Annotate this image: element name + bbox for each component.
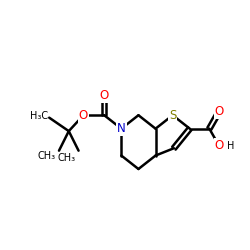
Text: O: O (214, 105, 224, 118)
Text: CH₃: CH₃ (57, 153, 76, 163)
Text: H₃C: H₃C (30, 112, 48, 122)
Text: O: O (79, 109, 88, 122)
Text: O: O (214, 139, 224, 152)
Text: CH₃: CH₃ (37, 151, 55, 161)
Text: H: H (227, 141, 234, 151)
Text: N: N (117, 122, 126, 135)
Text: O: O (100, 89, 109, 102)
Text: S: S (169, 109, 176, 122)
